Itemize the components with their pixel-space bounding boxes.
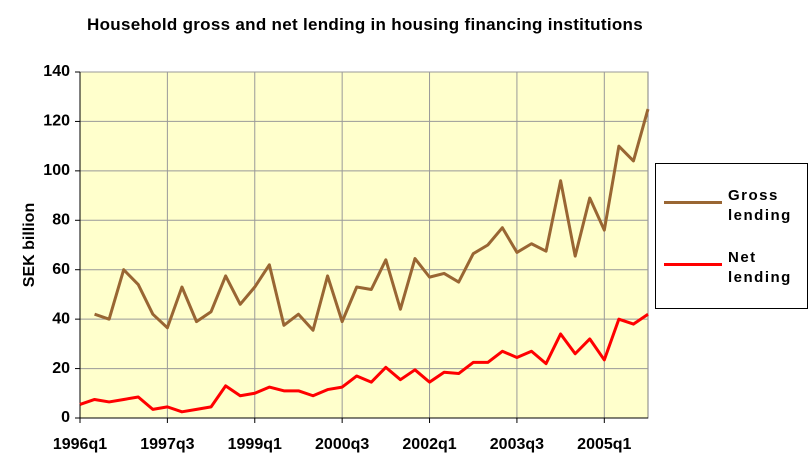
y-tick-label: 120 (43, 113, 70, 130)
legend-swatch (664, 201, 722, 204)
x-tick-label: 2005q1 (577, 436, 631, 453)
y-tick-label: 0 (61, 409, 70, 426)
y-tick-label: 80 (52, 212, 70, 229)
y-tick-label: 20 (52, 360, 70, 377)
y-tick-label: 100 (43, 162, 70, 179)
x-tick-label: 1997q3 (140, 436, 194, 453)
x-tick-label: 2002q1 (402, 436, 456, 453)
x-tick-label: 1996q1 (53, 436, 107, 453)
plot-background (79, 71, 649, 419)
y-tick-label: 140 (43, 63, 70, 80)
series-line (94, 108, 650, 332)
x-tick-label: 2003q3 (490, 436, 544, 453)
y-tick-label: 60 (52, 261, 70, 278)
legend-swatch (664, 263, 722, 266)
legend-label: Net lending (728, 249, 792, 286)
y-axis-label: SEK billion (21, 203, 38, 287)
y-tick-label: 40 (52, 310, 70, 327)
chart-title: Household gross and net lending in housi… (87, 15, 643, 34)
legend: Gross lending Net lending (655, 163, 808, 309)
legend-label: Gross lending (728, 187, 792, 224)
x-tick-label: 1999q1 (228, 436, 282, 453)
x-tick-label: 2000q3 (315, 436, 369, 453)
series-line (79, 312, 649, 414)
